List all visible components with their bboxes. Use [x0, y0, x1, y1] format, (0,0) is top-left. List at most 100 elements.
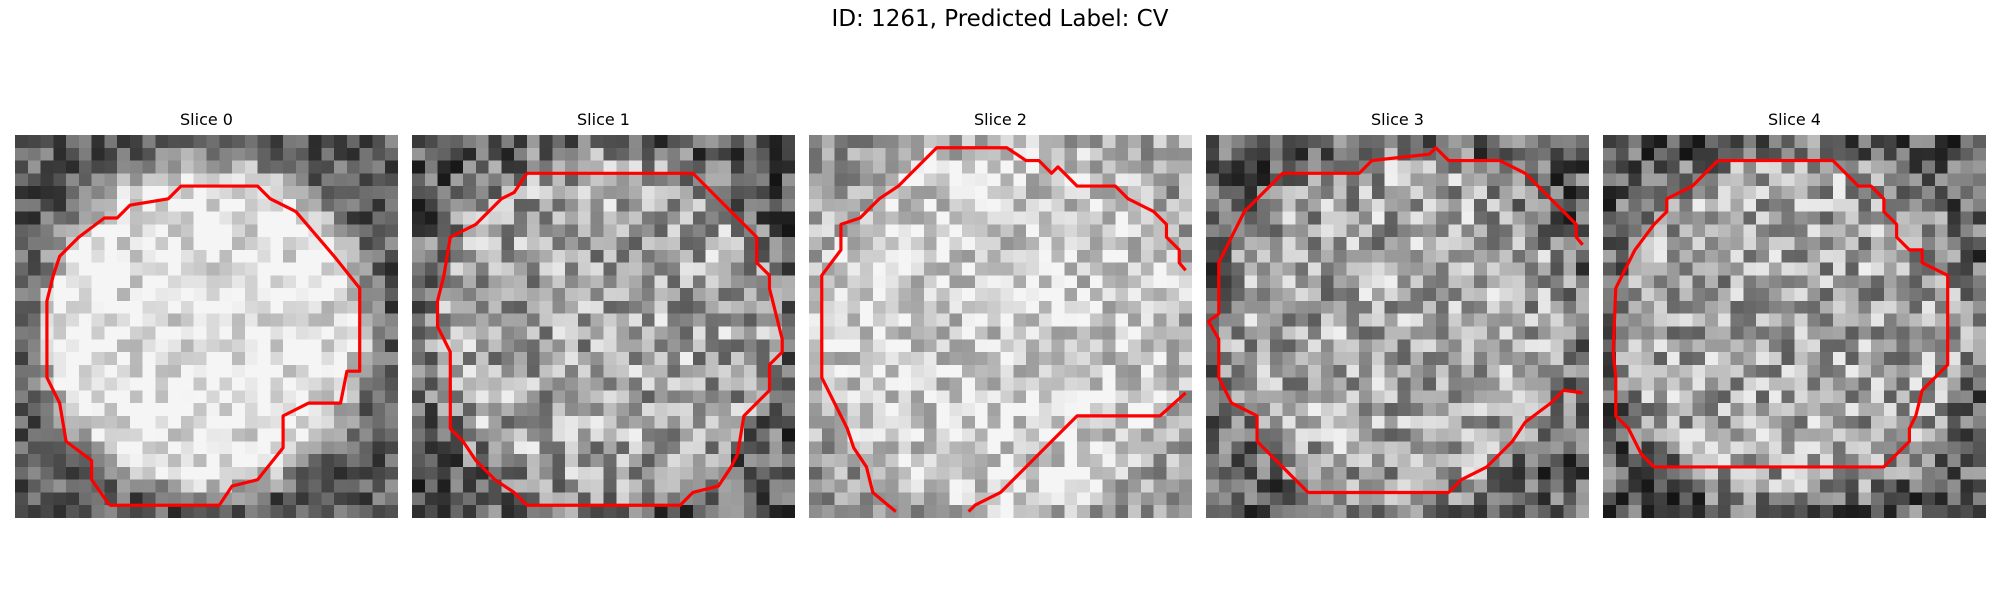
slice-pixel: [1435, 441, 1449, 455]
slice-pixel: [1960, 479, 1974, 493]
slice-pixel: [1206, 390, 1220, 404]
slice-pixel: [692, 466, 706, 480]
slice-pixel: [1295, 173, 1309, 187]
slice-pixel: [974, 313, 988, 327]
slice-pixel: [1000, 198, 1014, 212]
slice-pixel: [91, 454, 105, 468]
slice-pixel: [1922, 326, 1936, 340]
slice-pixel: [526, 364, 540, 378]
slice-pixel: [1883, 403, 1897, 417]
slice-pixel: [1603, 403, 1617, 417]
slice-pixel: [1563, 275, 1577, 289]
slice-pixel: [1295, 313, 1309, 327]
slice-pixel: [1717, 364, 1731, 378]
slice-pixel: [104, 275, 118, 289]
slice-pixel: [577, 275, 591, 289]
slice-pixel: [1858, 313, 1872, 327]
slice-pixel: [1807, 224, 1821, 238]
slice-pixel: [1435, 237, 1449, 251]
slice-pixel: [974, 288, 988, 302]
slice-pixel: [1320, 173, 1334, 187]
slice-pixel: [1461, 479, 1475, 493]
slice-pixel: [1166, 160, 1180, 174]
slice-pixel: [1295, 415, 1309, 429]
slice-pixel: [501, 300, 515, 314]
slice-pixel: [834, 147, 848, 161]
slice-pixel: [450, 135, 464, 149]
slice-pixel: [1973, 479, 1986, 493]
slice-pixel: [1486, 390, 1500, 404]
slice-pixel: [1000, 275, 1014, 289]
slice-pixel: [898, 364, 912, 378]
slice-pixel: [66, 415, 80, 429]
slice-pixel: [450, 300, 464, 314]
slice-pixel: [501, 428, 515, 442]
slice-pixel: [718, 454, 732, 468]
slice-pixel: [424, 326, 438, 340]
slice-pixel: [962, 211, 976, 225]
slice-pixel: [1410, 390, 1424, 404]
slice-pixel: [27, 147, 41, 161]
slice-pixel: [219, 224, 233, 238]
slice-pixel: [769, 198, 783, 212]
slice-pixel: [1218, 288, 1232, 302]
slice-pixel: [834, 173, 848, 187]
slice-pixel: [1934, 505, 1948, 518]
slice-pixel: [1807, 339, 1821, 353]
slice-pixel: [283, 173, 297, 187]
slice-pixel: [731, 160, 745, 174]
slice-pixel: [308, 466, 322, 480]
slice-pixel: [860, 415, 874, 429]
slice-pixel: [782, 505, 795, 518]
slice-pixel: [590, 313, 604, 327]
slice-pixel: [911, 364, 925, 378]
slice-pixel: [1448, 390, 1462, 404]
slice-pixel: [321, 173, 335, 187]
slice-pixel: [692, 160, 706, 174]
slice-pixel: [334, 147, 348, 161]
slice-pixel: [372, 428, 386, 442]
slice-pixel: [1820, 313, 1834, 327]
slice-pixel: [1269, 211, 1283, 225]
slice-pixel: [756, 505, 770, 518]
slice-pixel: [1140, 135, 1154, 149]
slice-pixel: [1153, 147, 1167, 161]
slice-pixel: [1960, 428, 1974, 442]
slice-pixel: [974, 377, 988, 391]
slice-pixel: [1282, 288, 1296, 302]
slice-pixel: [15, 288, 29, 302]
slice-pixel: [308, 147, 322, 161]
slice-pixel: [1166, 454, 1180, 468]
slice-pixel: [193, 186, 207, 200]
slice-pixel: [168, 479, 182, 493]
slice-pixel: [590, 364, 604, 378]
slice-pixel: [1051, 339, 1065, 353]
slice-pixel: [463, 377, 477, 391]
slice-pixel: [1282, 326, 1296, 340]
slice-pixel: [1218, 135, 1232, 149]
slice-pixel: [1717, 198, 1731, 212]
slice-pixel: [667, 173, 681, 187]
slice-pixel: [1525, 300, 1539, 314]
slice-pixel: [1231, 249, 1245, 263]
slice-pixel: [1934, 390, 1948, 404]
slice-pixel: [1603, 262, 1617, 276]
slice-pixel: [1064, 224, 1078, 238]
slice-pixel: [1743, 377, 1757, 391]
slice-pixel: [1320, 352, 1334, 366]
slice-pixel: [463, 186, 477, 200]
slice-pixel: [193, 403, 207, 417]
slice-pixel: [1896, 160, 1910, 174]
slice-pixel: [577, 135, 591, 149]
slice-pixel: [565, 454, 579, 468]
slice-pixel: [1832, 224, 1846, 238]
slice-pixel: [1756, 466, 1770, 480]
slice-pixel: [1089, 415, 1103, 429]
slice-pixel: [1947, 224, 1961, 238]
slice-pixel: [936, 377, 950, 391]
slice-pixel: [514, 313, 528, 327]
slice-pixel: [1359, 275, 1373, 289]
slice-pixel: [257, 262, 271, 276]
slice-pixel: [872, 237, 886, 251]
slice-pixel: [232, 364, 246, 378]
